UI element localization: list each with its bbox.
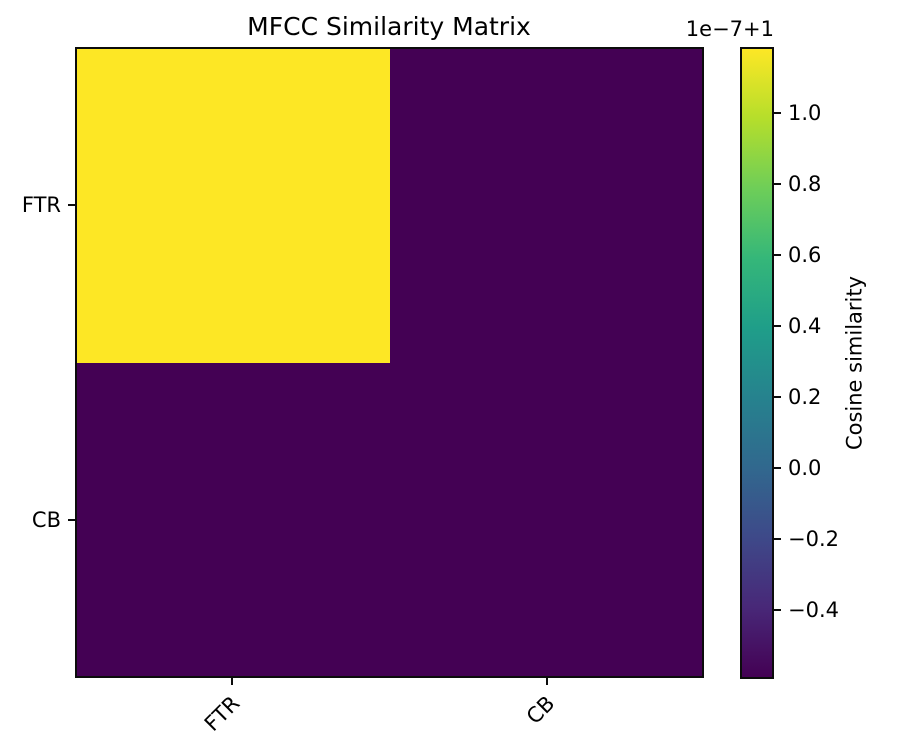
y-tick-label: CB (31, 508, 61, 533)
y-tick-mark (68, 519, 75, 522)
colorbar-label: Cosine similarity (842, 275, 867, 451)
colorbar-tick-label: 0.8 (788, 171, 822, 196)
colorbar-offset-text: 1e−7+1 (685, 17, 774, 41)
colorbar-tick-label: 1.0 (788, 100, 822, 125)
colorbar-tick-mark (774, 182, 781, 185)
heatmap-cell (389, 362, 702, 676)
colorbar-tick-label: 0.2 (788, 384, 822, 409)
chart-title: MFCC Similarity Matrix (247, 12, 531, 41)
colorbar-tick-mark (774, 537, 781, 540)
colorbar-tick-label: −0.2 (788, 526, 839, 551)
heatmap-cell (77, 362, 390, 676)
y-tick-mark (68, 203, 75, 206)
colorbar (740, 47, 774, 679)
colorbar-tick-mark (774, 324, 781, 327)
y-tick-label: FTR (21, 192, 61, 217)
colorbar-tick-label: −0.4 (788, 597, 839, 622)
colorbar-tick-label: 0.0 (788, 455, 822, 480)
colorbar-tick-label: 0.6 (788, 242, 822, 267)
x-tick-mark (231, 678, 234, 685)
heatmap-cell (77, 49, 390, 363)
x-tick-label: CB (521, 691, 560, 729)
colorbar-tick-mark (774, 253, 781, 256)
colorbar-tick-mark (774, 111, 781, 114)
colorbar-tick-mark (774, 466, 781, 469)
heatmap-cell (389, 49, 702, 363)
colorbar-tick-mark (774, 395, 781, 398)
colorbar-tick-mark (774, 608, 781, 611)
colorbar-tick-label: 0.4 (788, 313, 822, 338)
heatmap-axes (75, 47, 704, 678)
x-tick-mark (545, 678, 548, 685)
x-tick-label: FTR (199, 691, 245, 736)
